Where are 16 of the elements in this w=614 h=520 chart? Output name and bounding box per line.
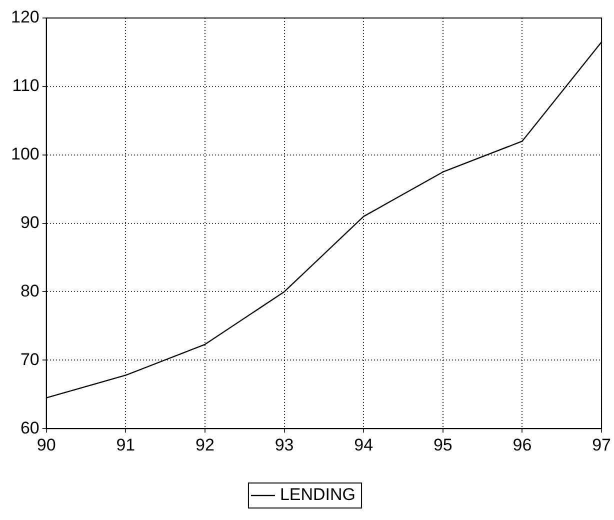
x-tick-label: 94 (354, 435, 374, 454)
y-tick-label: 80 (20, 281, 40, 300)
y-tick-label: 90 (20, 212, 40, 232)
x-tick-label: 96 (512, 435, 532, 454)
y-tick-label: 60 (20, 418, 40, 438)
y-tick-label: 110 (12, 76, 40, 96)
y-tick-label: 120 (10, 8, 40, 27)
x-tick-label: 93 (274, 435, 294, 454)
x-tick-label: 90 (36, 435, 56, 454)
legend-label: LENDING (280, 485, 356, 504)
x-tick-label: 91 (116, 435, 136, 454)
x-tick-label: 95 (433, 435, 452, 454)
y-tick-label: 70 (20, 350, 40, 369)
x-tick-label: 97 (592, 435, 612, 454)
y-tick-label: 100 (10, 144, 40, 164)
x-tick-label: 92 (196, 435, 214, 454)
